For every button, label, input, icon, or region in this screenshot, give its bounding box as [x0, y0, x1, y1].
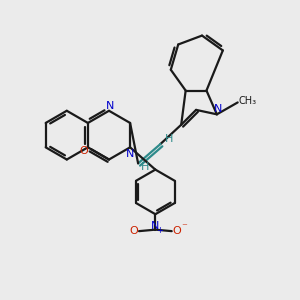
- Text: N: N: [151, 221, 160, 231]
- Text: +: +: [156, 226, 163, 235]
- Text: O: O: [129, 226, 138, 236]
- Text: ⁻: ⁻: [181, 223, 187, 232]
- Text: CH₃: CH₃: [238, 96, 256, 106]
- Text: N: N: [214, 104, 223, 114]
- Text: O: O: [173, 226, 182, 236]
- Text: N: N: [126, 149, 134, 159]
- Text: H: H: [141, 162, 150, 172]
- Text: O: O: [79, 146, 88, 157]
- Text: H: H: [164, 134, 173, 144]
- Text: N: N: [105, 101, 114, 111]
